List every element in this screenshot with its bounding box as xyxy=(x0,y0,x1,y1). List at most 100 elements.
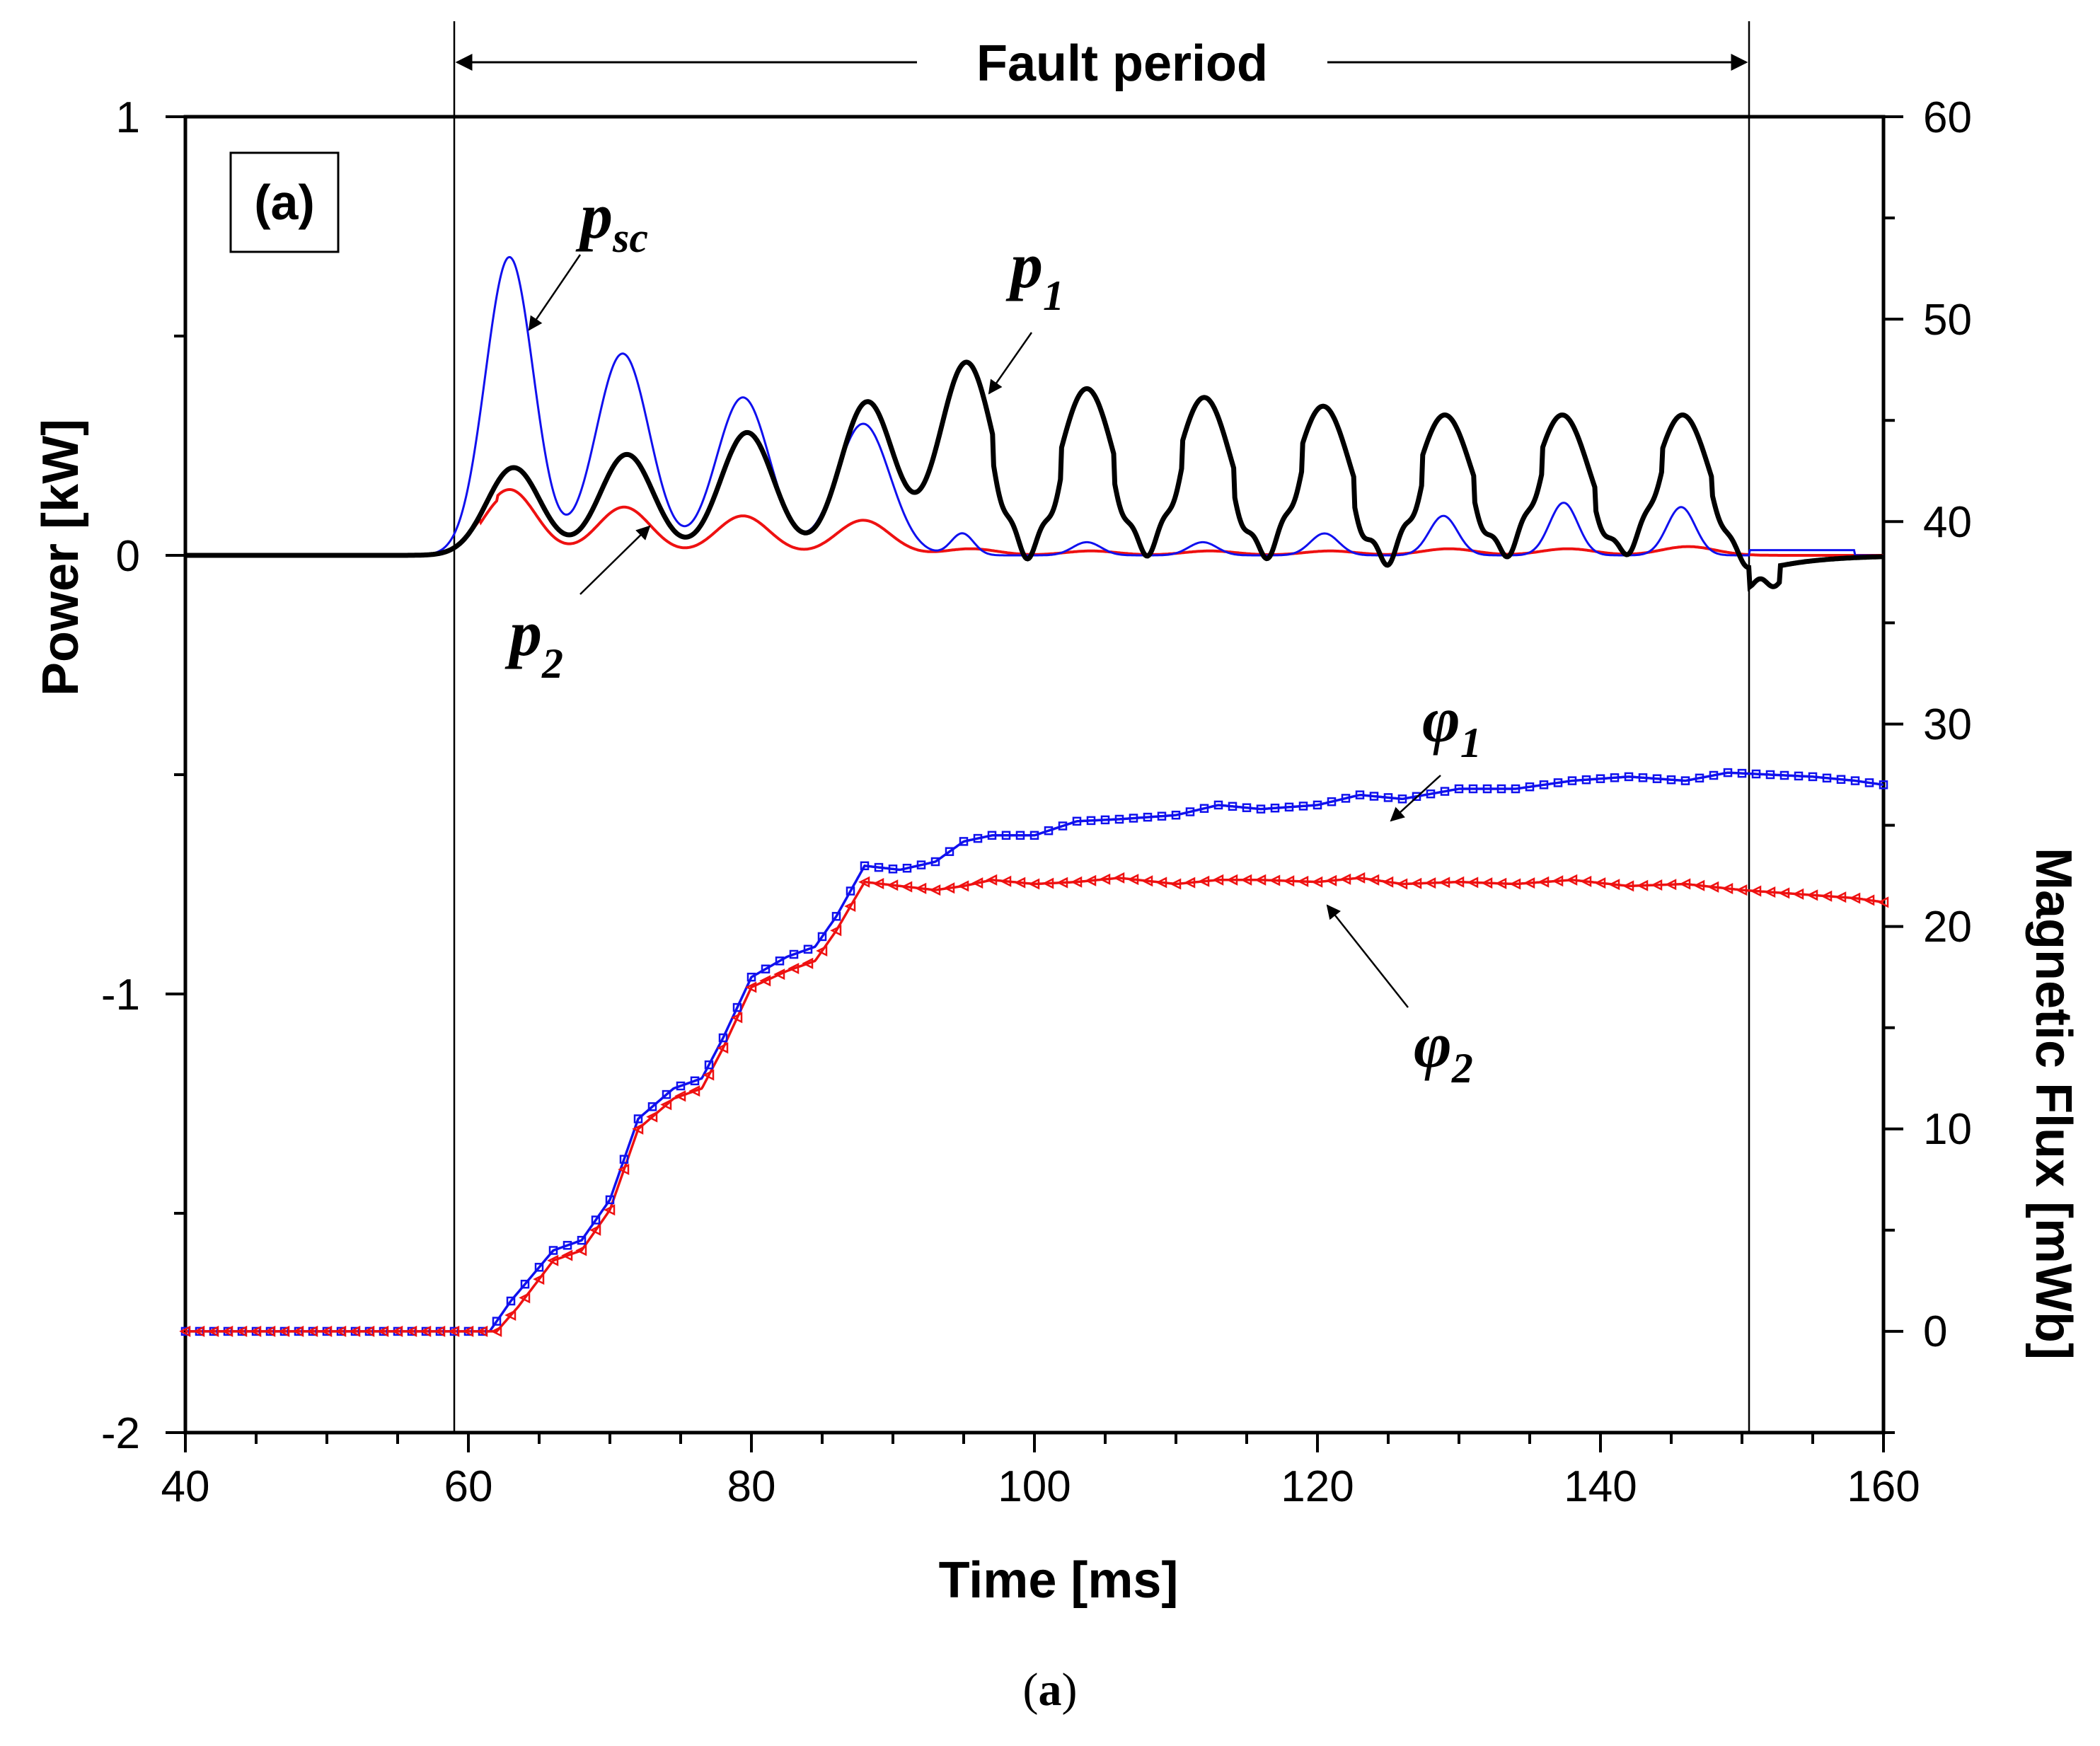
marker-phi2 xyxy=(773,969,785,981)
series-line-psc xyxy=(185,255,1883,557)
marker-phi2 xyxy=(1679,878,1691,890)
marker-phi2 xyxy=(929,884,941,896)
marker-phi1 xyxy=(1751,769,1761,779)
y-right-tick-label: 60 xyxy=(1923,93,1972,142)
label-p1: p1 xyxy=(1005,229,1064,319)
marker-phi2 xyxy=(1552,875,1564,887)
marker-phi2 xyxy=(533,1273,545,1285)
marker-phi1 xyxy=(902,863,912,873)
marker-phi1 xyxy=(1794,771,1804,781)
marker-phi2 xyxy=(1707,881,1719,893)
marker-phi1 xyxy=(1709,770,1719,780)
marker-phi1 xyxy=(1383,793,1393,802)
label-p2-sub: 2 xyxy=(541,640,563,687)
marker-phi2 xyxy=(618,1163,630,1176)
marker-phi2 xyxy=(1806,889,1818,901)
marker-phi2 xyxy=(363,1325,375,1337)
y-right-tick-labels: 60 50 40 30 20 10 0 xyxy=(1923,93,1972,1356)
marker-phi1 xyxy=(1058,821,1068,831)
marker-phi2 xyxy=(405,1325,417,1337)
marker-phi2 xyxy=(1226,874,1238,886)
marker-phi2 xyxy=(1566,874,1578,886)
marker-phi1 xyxy=(1199,804,1209,813)
marker-phi2 xyxy=(788,962,800,975)
marker-phi2 xyxy=(1580,875,1592,887)
marker-phi2 xyxy=(434,1325,446,1337)
marker-phi2 xyxy=(321,1325,333,1337)
marker-phi1 xyxy=(1553,778,1563,787)
marker-phi1 xyxy=(1412,792,1421,802)
marker-phi1 xyxy=(1496,784,1506,794)
marker-phi1 xyxy=(1879,780,1888,790)
marker-phi1 xyxy=(1808,772,1818,782)
annotation-arrow-p2 xyxy=(579,525,651,595)
marker-phi1 xyxy=(1539,780,1549,790)
series-line-phi1 xyxy=(185,771,1884,1333)
marker-phi2 xyxy=(221,1325,233,1337)
marker-phi1 xyxy=(1836,775,1846,784)
marker-phi2 xyxy=(1368,874,1380,886)
annotation-arrow-p1 xyxy=(988,332,1033,395)
y-right-tick-label: 30 xyxy=(1923,700,1972,749)
marker-phi1 xyxy=(534,1263,544,1272)
marker-phi2 xyxy=(1000,875,1012,887)
marker-phi2 xyxy=(646,1111,658,1123)
marker-phi1 xyxy=(1397,794,1407,804)
marker-phi2 xyxy=(1736,884,1748,896)
marker-phi2 xyxy=(1085,874,1097,886)
marker-phi2 xyxy=(236,1325,248,1337)
marker-phi2 xyxy=(1778,887,1790,899)
marker-phi2 xyxy=(1509,878,1521,890)
marker-phi1 xyxy=(1312,800,1322,810)
marker-phi2 xyxy=(1170,878,1182,890)
marker-phi1 xyxy=(930,857,940,867)
label-phi1-main: φ xyxy=(1422,683,1460,756)
label-phi2: φ2 xyxy=(1414,1009,1473,1092)
marker-phi2 xyxy=(1113,872,1125,884)
marker-phi2 xyxy=(547,1254,559,1266)
series-line-p1 xyxy=(185,359,1884,592)
series-markers-phi1 xyxy=(180,768,1888,1336)
marker-phi2 xyxy=(1622,880,1634,892)
marker-phi1 xyxy=(1680,776,1690,785)
label-p1-sub: 1 xyxy=(1043,272,1064,319)
marker-phi2 xyxy=(887,879,899,891)
marker-phi1 xyxy=(506,1296,516,1306)
marker-phi2 xyxy=(858,876,870,888)
marker-phi2 xyxy=(1297,875,1309,887)
marker-phi2 xyxy=(1014,877,1026,889)
marker-phi1 xyxy=(591,1215,601,1225)
marker-phi2 xyxy=(1042,877,1054,889)
marker-phi1 xyxy=(1482,784,1492,794)
marker-phi1 xyxy=(1341,794,1351,803)
tick-marks xyxy=(166,115,1903,1452)
y-right-tick-label: 40 xyxy=(1923,498,1972,547)
marker-phi2 xyxy=(943,882,955,894)
label-p2-main: p xyxy=(504,597,542,669)
y-left-tick-label: 1 xyxy=(116,93,140,142)
marker-phi2 xyxy=(349,1325,361,1337)
marker-phi2 xyxy=(1283,875,1295,887)
marker-phi2 xyxy=(1764,886,1776,898)
marker-phi2 xyxy=(1637,879,1649,891)
marker-phi2 xyxy=(1127,874,1139,886)
marker-phi1 xyxy=(1426,789,1436,799)
marker-phi2 xyxy=(1495,877,1507,889)
marker-phi2 xyxy=(1750,885,1762,897)
marker-phi2 xyxy=(1523,877,1535,889)
marker-phi1 xyxy=(860,861,870,871)
marker-phi1 xyxy=(959,837,969,846)
x-tick-label: 120 xyxy=(1281,1462,1354,1511)
marker-phi2 xyxy=(391,1325,403,1337)
figure-caption-close: ) xyxy=(1062,1664,1078,1716)
marker-phi2 xyxy=(816,944,828,957)
marker-phi1 xyxy=(1298,802,1308,811)
marker-phi1 xyxy=(1596,774,1605,783)
marker-phi1 xyxy=(1015,831,1025,840)
marker-phi1 xyxy=(1072,816,1082,826)
marker-phi1 xyxy=(1525,782,1535,792)
marker-phi2 xyxy=(278,1325,290,1337)
marker-phi2 xyxy=(745,981,757,993)
marker-phi2 xyxy=(462,1325,474,1337)
marker-phi2 xyxy=(604,1204,616,1216)
